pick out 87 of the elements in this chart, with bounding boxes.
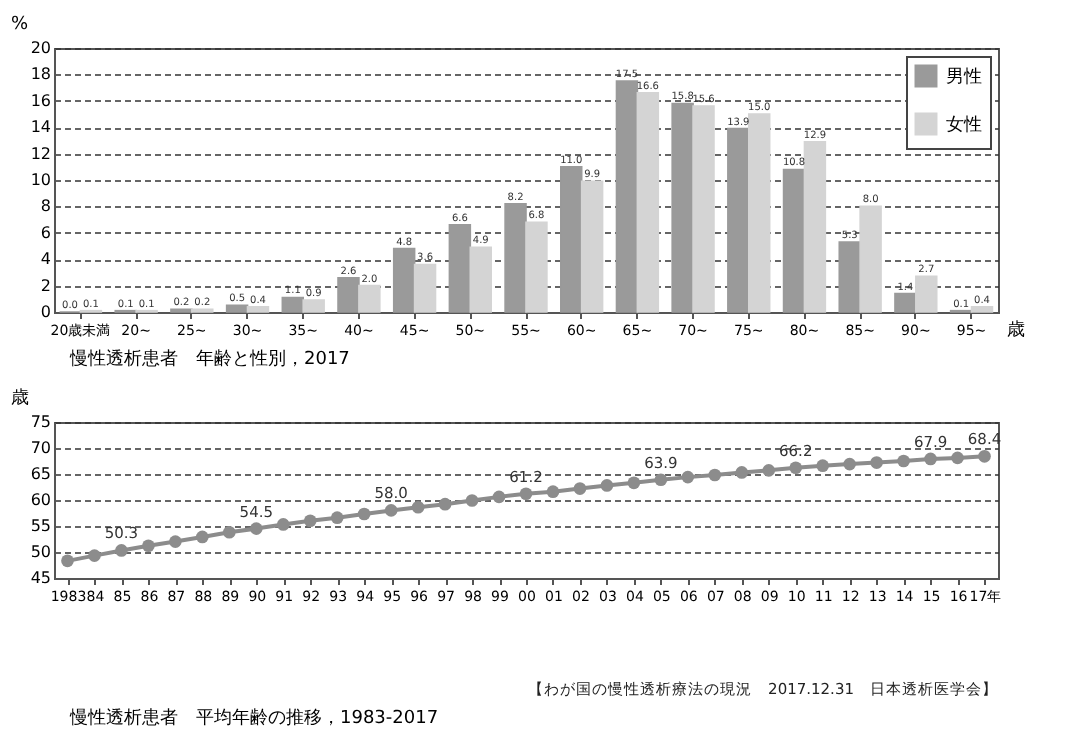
y-tick-label: 8 [40, 197, 51, 216]
point [142, 539, 155, 553]
bar [337, 276, 360, 313]
y-tick-label: 4 [40, 250, 51, 269]
point [465, 494, 479, 507]
bar [302, 299, 325, 313]
y-tick-label: 14 [30, 118, 51, 137]
point [789, 461, 803, 475]
point [843, 457, 856, 471]
point [654, 473, 668, 487]
bar [413, 263, 437, 313]
bar [246, 305, 270, 313]
bar [225, 304, 249, 313]
bar [525, 221, 548, 313]
bar [580, 180, 604, 313]
bar [915, 275, 938, 313]
bar [859, 205, 882, 313]
y-tick-label: 0 [40, 303, 51, 321]
legend-label: 男性 [946, 66, 982, 88]
point [61, 554, 74, 568]
legend-label: 女性 [946, 114, 982, 136]
y-tick-label: 20 [30, 39, 51, 57]
bar [727, 127, 750, 313]
point [870, 456, 883, 469]
y-tick-label: 45 [30, 569, 51, 587]
point [196, 530, 209, 544]
bar [970, 305, 994, 313]
point [600, 479, 614, 492]
text: 慢性透析患者 平均年齢の推移，1983-2017 [68, 707, 439, 729]
y-tick-label: 55 [30, 517, 51, 535]
point [276, 518, 290, 531]
bar [560, 166, 583, 313]
point [924, 452, 937, 466]
bar [838, 241, 861, 313]
y-tick-label: 6 [40, 223, 51, 242]
bar [803, 140, 827, 313]
bar [894, 292, 917, 313]
point [249, 522, 263, 535]
point [222, 525, 236, 539]
y-axis-title: 歳 [11, 387, 29, 409]
point [519, 487, 533, 501]
point [115, 544, 128, 557]
point [384, 504, 398, 517]
bar [392, 247, 416, 313]
y-tick-label: 60 [30, 491, 51, 509]
point [762, 464, 776, 477]
y-tick-label: 65 [30, 465, 51, 483]
bar [281, 296, 305, 313]
point [492, 490, 506, 504]
y-tick-label: 70 [30, 439, 51, 457]
point [978, 450, 991, 463]
point [627, 476, 641, 490]
bar [615, 80, 639, 313]
y-axis-title: % [11, 15, 29, 35]
bar [469, 246, 492, 313]
y-tick-label: 2 [40, 276, 51, 295]
y-tick-label: 18 [30, 65, 51, 84]
bar [671, 102, 694, 313]
point [951, 451, 964, 465]
point [708, 468, 722, 482]
point [438, 497, 452, 511]
bar [747, 113, 771, 313]
text: 慢性透析患者 年齢と性別，2017 [68, 348, 350, 370]
bar [448, 224, 472, 313]
point [357, 507, 371, 521]
bar [692, 105, 715, 313]
y-tick-label: 12 [30, 144, 51, 163]
x-axis-title: 歳 [1007, 319, 1025, 341]
point [897, 454, 910, 468]
y-tick-label: 75 [30, 413, 51, 431]
point [546, 485, 560, 498]
y-tick-label: 10 [30, 171, 51, 189]
point [735, 466, 749, 479]
point [681, 470, 695, 484]
bar [636, 92, 660, 313]
point [573, 482, 587, 495]
point [88, 549, 101, 562]
point [411, 500, 425, 514]
bar [504, 202, 527, 313]
y-tick-label: 16 [30, 91, 51, 110]
bar [358, 284, 381, 313]
y-tick-label: 50 [30, 543, 51, 561]
point [330, 511, 344, 524]
point [303, 514, 317, 528]
bar [782, 168, 806, 313]
point [169, 535, 182, 548]
point [816, 459, 830, 472]
